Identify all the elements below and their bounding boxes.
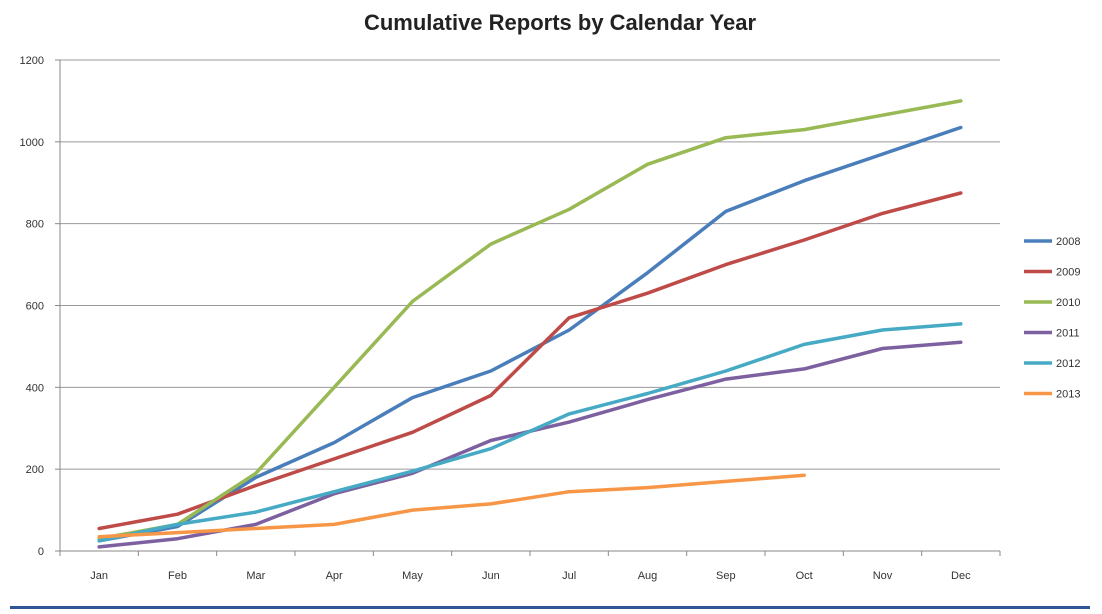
series-line-2009 [97, 191, 963, 531]
chart-title: Cumulative Reports by Calendar Year [364, 10, 757, 35]
series-lines [97, 99, 963, 549]
y-tick-label: 800 [26, 219, 44, 231]
x-tick-label: Jan [90, 570, 108, 582]
x-tick-label: May [402, 570, 423, 582]
series-line-2008 [97, 125, 963, 543]
x-tick-label: Jul [562, 570, 576, 582]
legend-label: 2010 [1056, 297, 1080, 309]
y-tick-label: 1000 [20, 137, 44, 149]
series-line-2012 [97, 322, 963, 543]
y-tick-label: 1200 [20, 55, 44, 67]
x-tick-label: Jun [482, 570, 500, 582]
x-tick-label: Aug [638, 570, 658, 582]
x-tick-label: Sep [716, 570, 736, 582]
legend-label: 2011 [1056, 328, 1080, 340]
y-tick-label: 600 [26, 301, 44, 313]
x-tick-label: Feb [168, 570, 187, 582]
series-line-2013 [97, 473, 806, 539]
gridlines [60, 59, 1000, 470]
y-tick-label: 200 [26, 464, 44, 476]
y-tick-label: 0 [38, 546, 44, 558]
legend-label: 2013 [1056, 389, 1080, 401]
x-tick-label: Nov [873, 570, 893, 582]
legend: 2008 2009 2010 2011 2012 2013 [1024, 236, 1080, 401]
series-line-2010 [97, 99, 963, 541]
bottom-divider [10, 606, 1090, 609]
y-tick-label: 400 [26, 382, 44, 394]
legend-label: 2009 [1056, 267, 1080, 279]
axes: 0 200 400 600 800 1000 1200 Jan Feb Mar Apr May Jun J… [20, 55, 1001, 582]
x-tick-label: Oct [796, 570, 813, 582]
legend-label: 2008 [1056, 236, 1080, 248]
legend-label: 2012 [1056, 358, 1080, 370]
x-tick-label: Apr [326, 570, 343, 582]
x-tick-label: Mar [246, 570, 265, 582]
x-tick-label: Dec [951, 570, 971, 582]
